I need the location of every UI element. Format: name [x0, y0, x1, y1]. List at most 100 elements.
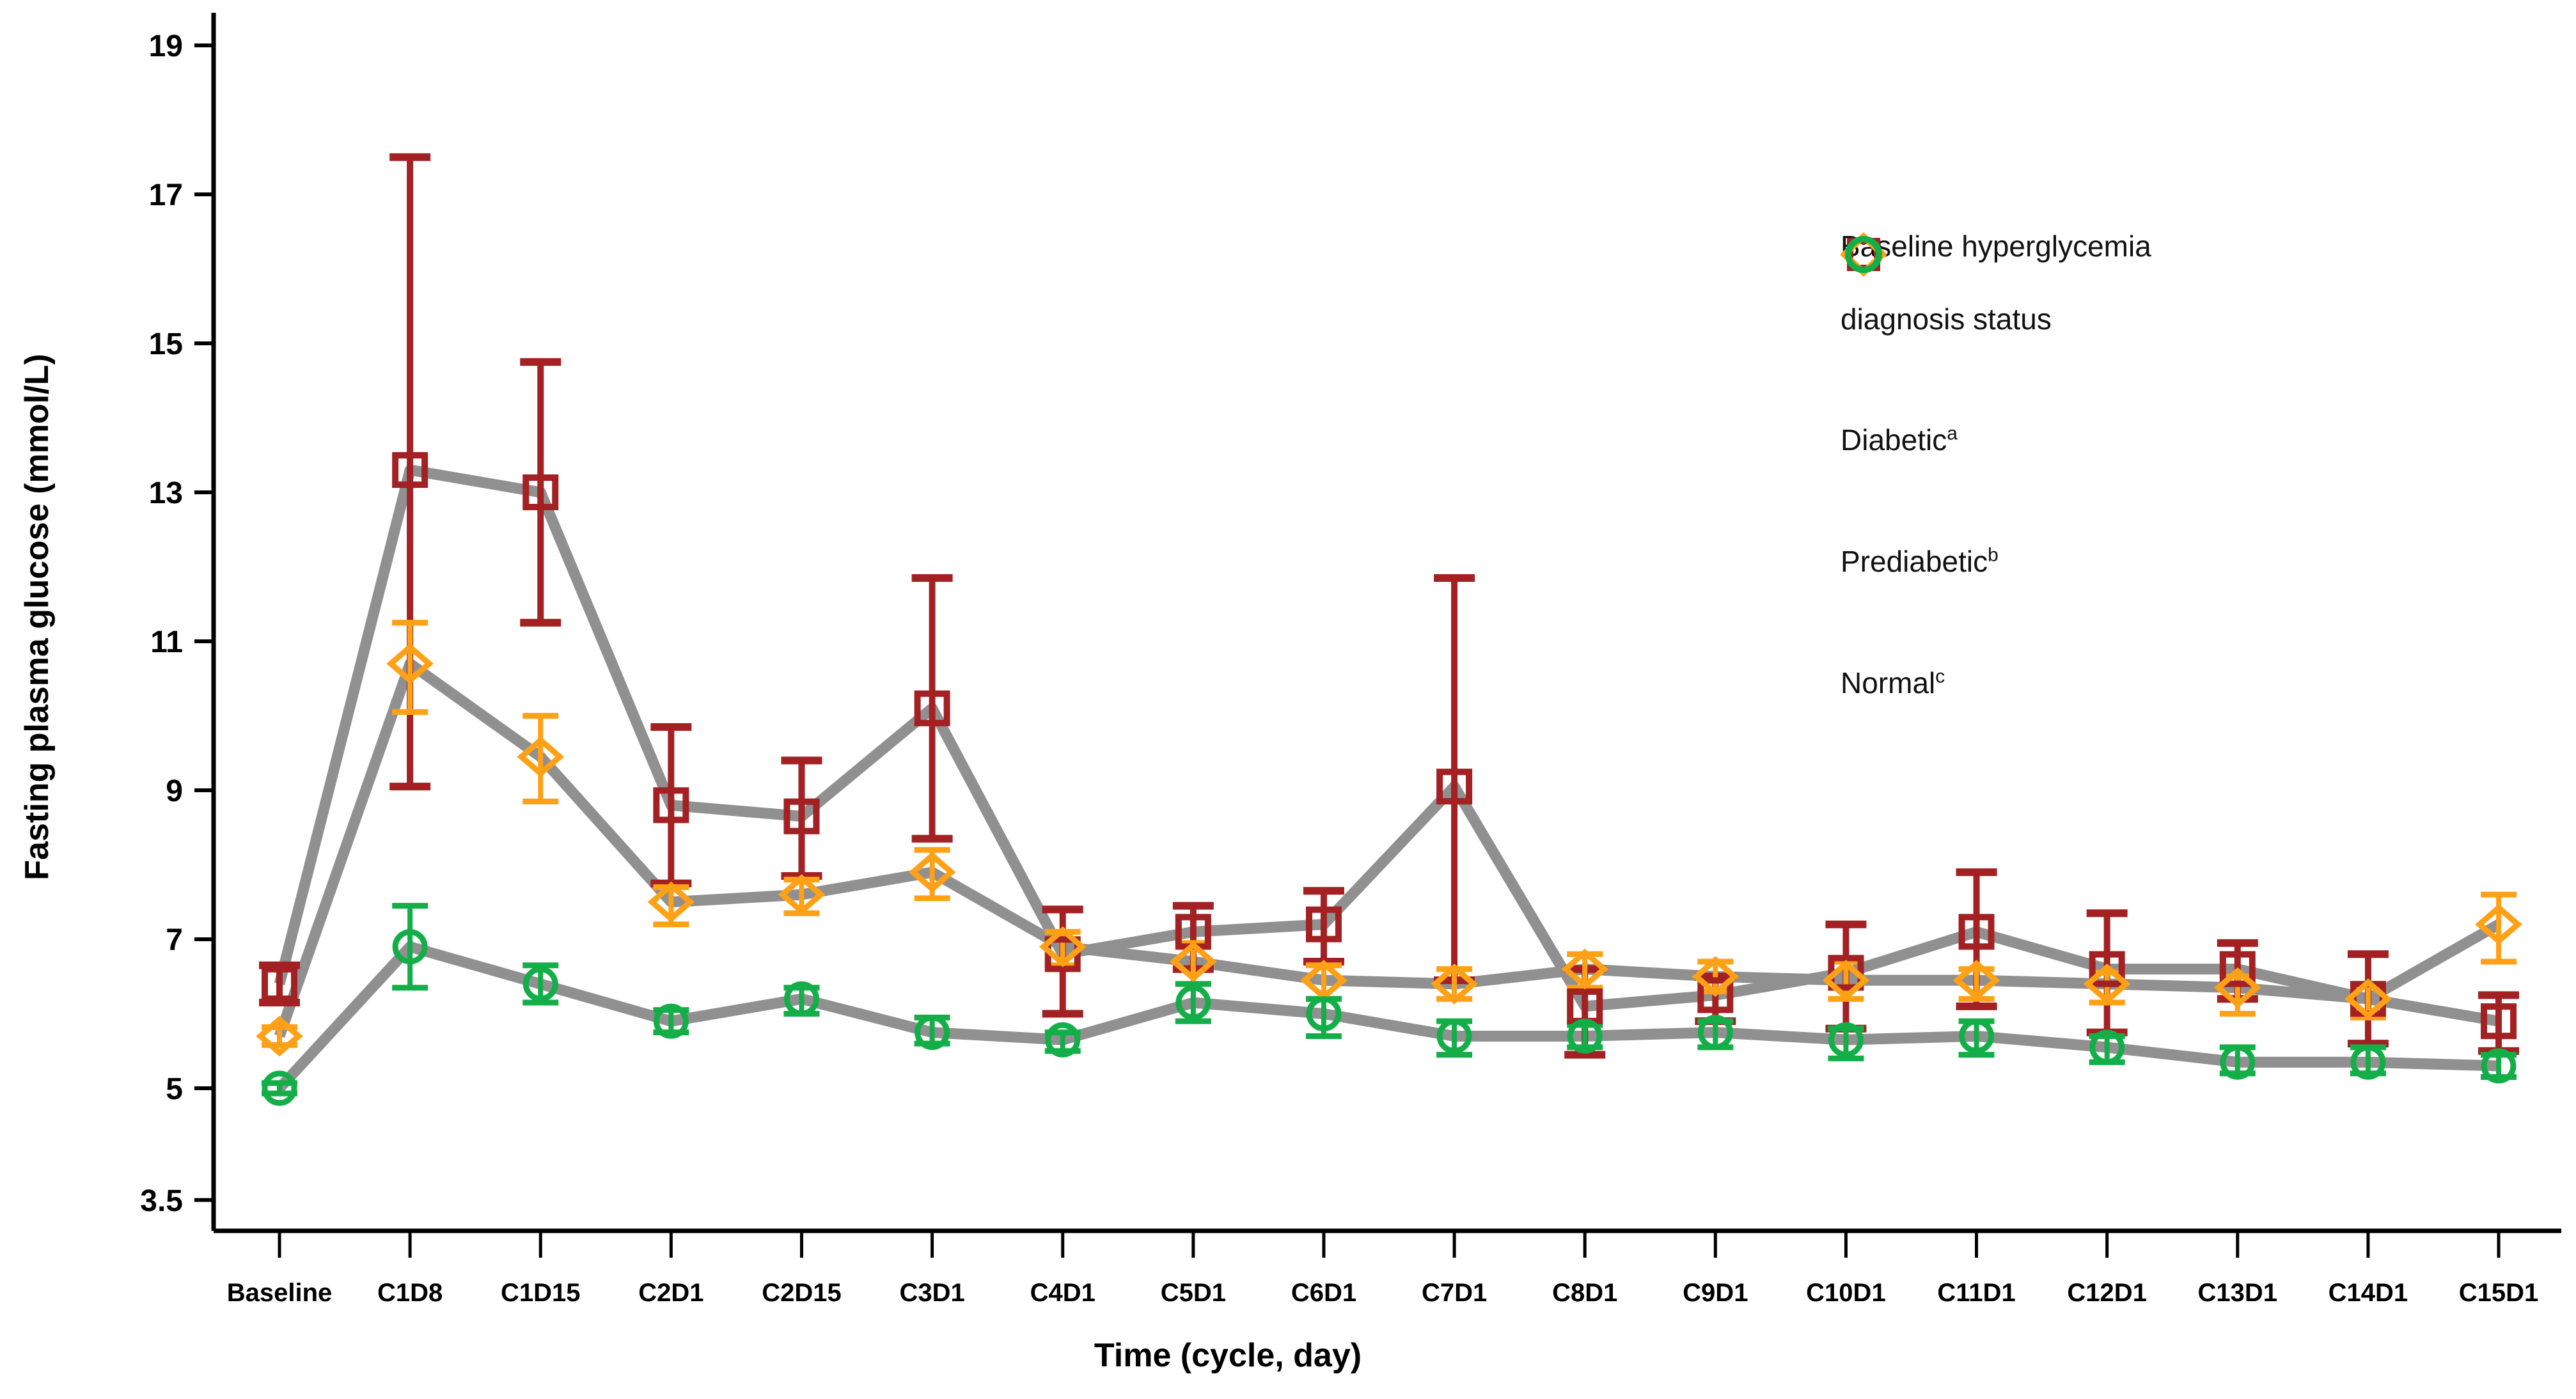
legend-title-line2: diagnosis status — [1841, 302, 2052, 336]
marker-prediabetic-C5D1 — [1169, 941, 1217, 982]
y-tick-label: 3.5 — [140, 1184, 183, 1218]
y-tick-label: 13 — [149, 476, 183, 510]
marker-diabetic-C12D1 — [2089, 951, 2125, 987]
x-tick-label: C13D1 — [2198, 1279, 2278, 1307]
y-axis-title: Fasting plasma glucose (mmol/L) — [18, 91, 56, 880]
marker-prediabetic-C11D1 — [1952, 960, 2000, 1001]
legend-label-normal-text: Normal — [1841, 666, 1936, 700]
marker-diabetic-C7D1 — [1436, 769, 1473, 805]
marker-prediabetic-C14D1 — [2344, 978, 2392, 1020]
marker-normal-C14D1 — [2350, 1044, 2386, 1080]
y-tick-label: 9 — [166, 774, 183, 808]
series-markers-diabetic — [262, 452, 2517, 1040]
x-tick-label: C3D1 — [899, 1279, 964, 1307]
legend-title-line1: Baseline hyperglycemia — [1841, 230, 2151, 263]
marker-prediabetic-C1D8 — [386, 643, 434, 684]
legend: Baseline hyperglycemia diagnosis status … — [1841, 231, 2416, 712]
y-tick-label: 11 — [150, 625, 183, 659]
marker-prediabetic-C7D1 — [1431, 963, 1478, 1004]
marker-prediabetic-C4D1 — [1039, 926, 1087, 967]
legend-label-normal: Normalc — [1841, 666, 1945, 700]
x-tick-label: C9D1 — [1683, 1279, 1748, 1307]
marker-diabetic-Baseline — [262, 965, 297, 1002]
legend-label-prediabetic-sup: b — [1988, 544, 1999, 566]
marker-normal-C1D8 — [392, 929, 428, 965]
marker-diabetic-C2D1 — [653, 787, 689, 824]
y-tick-label: 5 — [166, 1072, 183, 1106]
x-tick-label: C11D1 — [1937, 1279, 2015, 1307]
marker-prediabetic-C13D1 — [2213, 967, 2261, 1008]
legend-label-prediabetic: Prediabeticb — [1841, 544, 1999, 579]
x-tick-label: C1D8 — [377, 1279, 443, 1307]
marker-diabetic-C1D8 — [392, 452, 428, 488]
x-tick-label: Baseline — [227, 1279, 333, 1307]
marker-normal-C4D1 — [1045, 1022, 1081, 1058]
x-tick-label: C7D1 — [1422, 1279, 1487, 1307]
marker-normal-C5D1 — [1175, 985, 1211, 1020]
marker-normal-C7D1 — [1436, 1018, 1472, 1054]
marker-diabetic-C3D1 — [914, 690, 950, 726]
x-tick-label: C15D1 — [2459, 1279, 2539, 1307]
marker-diabetic-C15D1 — [2481, 1003, 2517, 1040]
x-tick-label: C5D1 — [1161, 1279, 1226, 1307]
series-markers-normal — [262, 929, 2517, 1106]
marker-diabetic-C11D1 — [1958, 914, 1995, 950]
marker-normal-C6D1 — [1306, 996, 1342, 1031]
y-tick-label: 7 — [166, 923, 183, 957]
marker-prediabetic-C2D15 — [778, 874, 826, 916]
x-tick-label: C10D1 — [1806, 1279, 1886, 1307]
marker-prediabetic-C1D15 — [517, 736, 565, 778]
marker-diabetic-C9D1 — [1697, 977, 1734, 1013]
marker-prediabetic-Baseline — [256, 1015, 303, 1057]
x-tick-label: C8D1 — [1552, 1279, 1617, 1307]
marker-diabetic-C6D1 — [1305, 906, 1342, 942]
legend-label-diabetic: Diabetica — [1841, 423, 1958, 457]
y-axis-ticks: 19 17 15 13 11 9 7 5 3.5 — [140, 29, 214, 1218]
y-tick-label: 17 — [149, 178, 183, 212]
legend-label-normal-sup: c — [1935, 666, 1945, 687]
marker-diabetic-C1D15 — [522, 474, 559, 510]
x-tick-label: C4D1 — [1030, 1279, 1096, 1307]
marker-normal-C8D1 — [1567, 1018, 1603, 1054]
series-line-normal — [275, 941, 2499, 1092]
legend-item-prediabetic: Prediabeticb — [1841, 232, 2416, 591]
y-tick-label: 19 — [149, 29, 183, 63]
x-tick-label: C6D1 — [1291, 1279, 1356, 1307]
x-tick-label: C2D15 — [762, 1279, 842, 1307]
legend-items: Diabetica Prediabeticb Normalc — [1841, 232, 2416, 712]
marker-prediabetic-C15D1 — [2475, 903, 2522, 945]
series-markers — [256, 452, 2522, 1106]
marker-prediabetic-C2D1 — [647, 881, 695, 923]
series-line-diabetic — [274, 464, 2500, 1027]
y-axis-title-text: Fasting plasma glucose (mmol/L) — [19, 354, 56, 880]
legend-label-diabetic-sup: a — [1947, 423, 1958, 444]
marker-normal-C2D1 — [653, 1003, 689, 1039]
x-axis-ticks: Baseline C1D8 C1D15 C2D1 C2D15 C3D1 C4D1 C5D1 C6… — [227, 1231, 2539, 1307]
legend-item-normal: Normalc — [1841, 236, 2416, 712]
marker-normal-C9D1 — [1697, 1015, 1733, 1051]
x-tick-label: C2D1 — [638, 1279, 703, 1307]
circle-marker-icon — [1845, 236, 1882, 273]
marker-diabetic-C13D1 — [2219, 951, 2256, 987]
legend-item-diabetic: Diabetica — [1841, 238, 2416, 469]
marker-prediabetic-C10D1 — [1822, 960, 1870, 1001]
marker-normal-C2D15 — [783, 981, 819, 1017]
x-axis-title: Time (cycle, day) — [1094, 1337, 1362, 1374]
marker-prediabetic-C12D1 — [2083, 963, 2131, 1004]
marker-normal-C12D1 — [2089, 1029, 2125, 1065]
marker-normal-C1D15 — [522, 966, 558, 1002]
marker-normal-C11D1 — [1959, 1018, 1995, 1054]
x-tick-label: C14D1 — [2329, 1279, 2408, 1307]
marker-normal-C13D1 — [2220, 1044, 2256, 1080]
marker-prediabetic-C3D1 — [908, 852, 956, 893]
legend-label-prediabetic-text: Prediabetic — [1841, 545, 1988, 578]
marker-diabetic-C2D15 — [783, 798, 820, 834]
marker-normal-Baseline — [262, 1070, 297, 1106]
marker-prediabetic-C9D1 — [1692, 956, 1740, 997]
marker-normal-C3D1 — [915, 1015, 950, 1051]
y-tick-label: 15 — [149, 327, 183, 361]
legend-label-diabetic-text: Diabetic — [1841, 423, 1947, 457]
marker-normal-C10D1 — [1828, 1022, 1864, 1058]
